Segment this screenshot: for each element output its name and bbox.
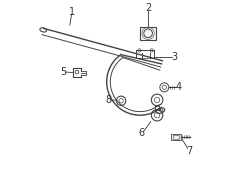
Text: 4: 4 bbox=[176, 82, 182, 92]
Text: 2: 2 bbox=[145, 3, 151, 13]
FancyBboxPatch shape bbox=[141, 27, 156, 40]
Text: 5: 5 bbox=[60, 67, 66, 77]
Text: 6: 6 bbox=[139, 128, 145, 138]
FancyBboxPatch shape bbox=[171, 134, 181, 140]
Text: 8: 8 bbox=[105, 94, 111, 105]
Text: 7: 7 bbox=[186, 146, 192, 156]
Text: 1: 1 bbox=[69, 7, 75, 17]
Text: 3: 3 bbox=[171, 52, 177, 62]
